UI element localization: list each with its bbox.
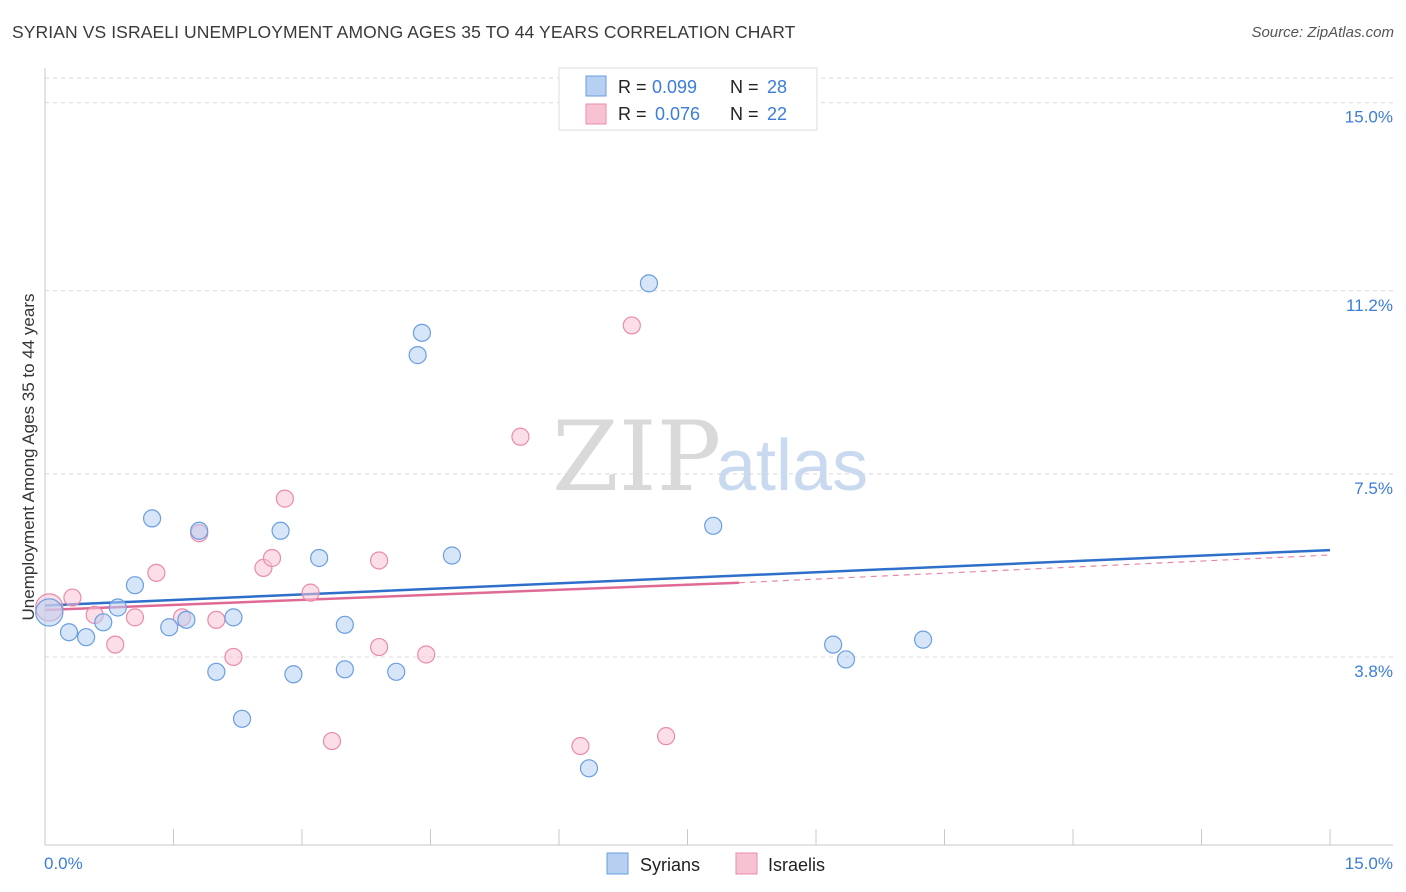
point-israelis xyxy=(370,551,389,570)
point-israelis xyxy=(370,637,389,657)
point-syrians xyxy=(824,635,843,654)
point-syrians xyxy=(190,521,209,540)
y-tick-label: 7.5% xyxy=(1354,479,1393,498)
x-tick-label-max: 15.0% xyxy=(1345,854,1393,873)
point-israelis xyxy=(262,548,282,568)
grid-layer: 3.8% 7.5% 11.2% 15.0% xyxy=(45,77,1393,681)
point-syrians xyxy=(108,598,127,617)
points-layer xyxy=(35,274,933,778)
legend-r-value-syrians: 0.099 xyxy=(652,77,697,97)
top-legend: R = 0.099 N = 28 R = 0.076 N = 22 xyxy=(558,67,818,131)
legend-r-value-israelis: 0.076 xyxy=(655,104,700,124)
point-israelis xyxy=(224,647,243,667)
bottom-legend-label-israelis: Israelis xyxy=(768,855,825,875)
point-israelis xyxy=(125,608,145,627)
point-israelis xyxy=(417,645,436,664)
y-tick-label: 15.0% xyxy=(1345,108,1393,127)
point-syrians xyxy=(284,665,303,684)
point-syrians xyxy=(387,662,406,681)
point-syrians xyxy=(271,521,290,540)
point-syrians xyxy=(579,759,599,778)
point-israelis xyxy=(63,588,82,607)
point-syrians xyxy=(125,576,145,595)
point-syrians xyxy=(232,709,252,728)
bottom-legend-swatch-syrians xyxy=(606,852,629,875)
x-tick-label-min: 0.0% xyxy=(44,854,83,873)
point-syrians xyxy=(35,598,64,627)
bottom-legend: Syrians Israelis xyxy=(606,852,825,875)
point-israelis xyxy=(571,736,590,756)
point-israelis xyxy=(301,583,320,602)
point-syrians xyxy=(442,546,462,565)
legend-r-label-syrians: R = xyxy=(618,77,647,97)
point-syrians xyxy=(224,608,243,627)
legend-n-value-syrians: 28 xyxy=(767,77,787,97)
axes-layer xyxy=(44,68,1393,846)
point-israelis xyxy=(207,610,226,629)
point-syrians xyxy=(59,623,79,642)
point-syrians xyxy=(207,662,226,681)
point-syrians xyxy=(160,618,179,637)
y-axis-label: Unemployment Among Ages 35 to 44 years xyxy=(19,294,38,621)
legend-r-label-israelis: R = xyxy=(618,104,647,124)
watermark-zip: ZIP xyxy=(552,401,721,513)
point-syrians xyxy=(177,610,196,629)
point-syrians xyxy=(412,323,432,342)
trendline-syrians xyxy=(44,548,1331,607)
point-israelis xyxy=(622,316,641,335)
point-israelis xyxy=(106,635,125,654)
y-tick-label: 11.2% xyxy=(1346,296,1393,315)
point-israelis xyxy=(275,489,294,508)
trendline-israelis-extension xyxy=(738,554,1331,584)
legend-n-label-syrians: N = xyxy=(730,77,759,97)
trend-layer xyxy=(44,548,1331,612)
point-syrians xyxy=(704,516,723,535)
watermark-atlas: atlas xyxy=(716,426,868,506)
point-syrians xyxy=(913,630,933,649)
point-israelis xyxy=(511,427,530,446)
legend-swatch-syrians xyxy=(585,75,607,97)
point-syrians xyxy=(335,660,354,679)
watermark: ZIP atlas xyxy=(552,401,868,513)
point-israelis xyxy=(656,727,676,746)
legend-n-label-israelis: N = xyxy=(730,104,759,124)
point-syrians xyxy=(408,346,427,365)
point-syrians xyxy=(94,613,113,632)
point-syrians xyxy=(335,615,354,634)
bottom-legend-swatch-israelis xyxy=(735,852,758,875)
legend-n-value-israelis: 22 xyxy=(767,104,787,124)
point-syrians xyxy=(310,548,329,568)
bottom-legend-label-syrians: Syrians xyxy=(640,855,700,875)
chart-title: SYRIAN VS ISRAELI UNEMPLOYMENT AMONG AGE… xyxy=(12,22,796,42)
point-syrians xyxy=(142,509,162,528)
y-tick-label: 3.8% xyxy=(1354,662,1393,681)
source-label: Source: ZipAtlas.com xyxy=(1251,24,1394,41)
trendline-israelis xyxy=(44,581,739,612)
point-syrians xyxy=(77,628,96,647)
legend-swatch-israelis xyxy=(585,103,607,125)
point-israelis xyxy=(322,731,342,751)
point-israelis xyxy=(147,563,166,582)
point-syrians xyxy=(639,274,659,293)
point-syrians xyxy=(836,650,856,669)
